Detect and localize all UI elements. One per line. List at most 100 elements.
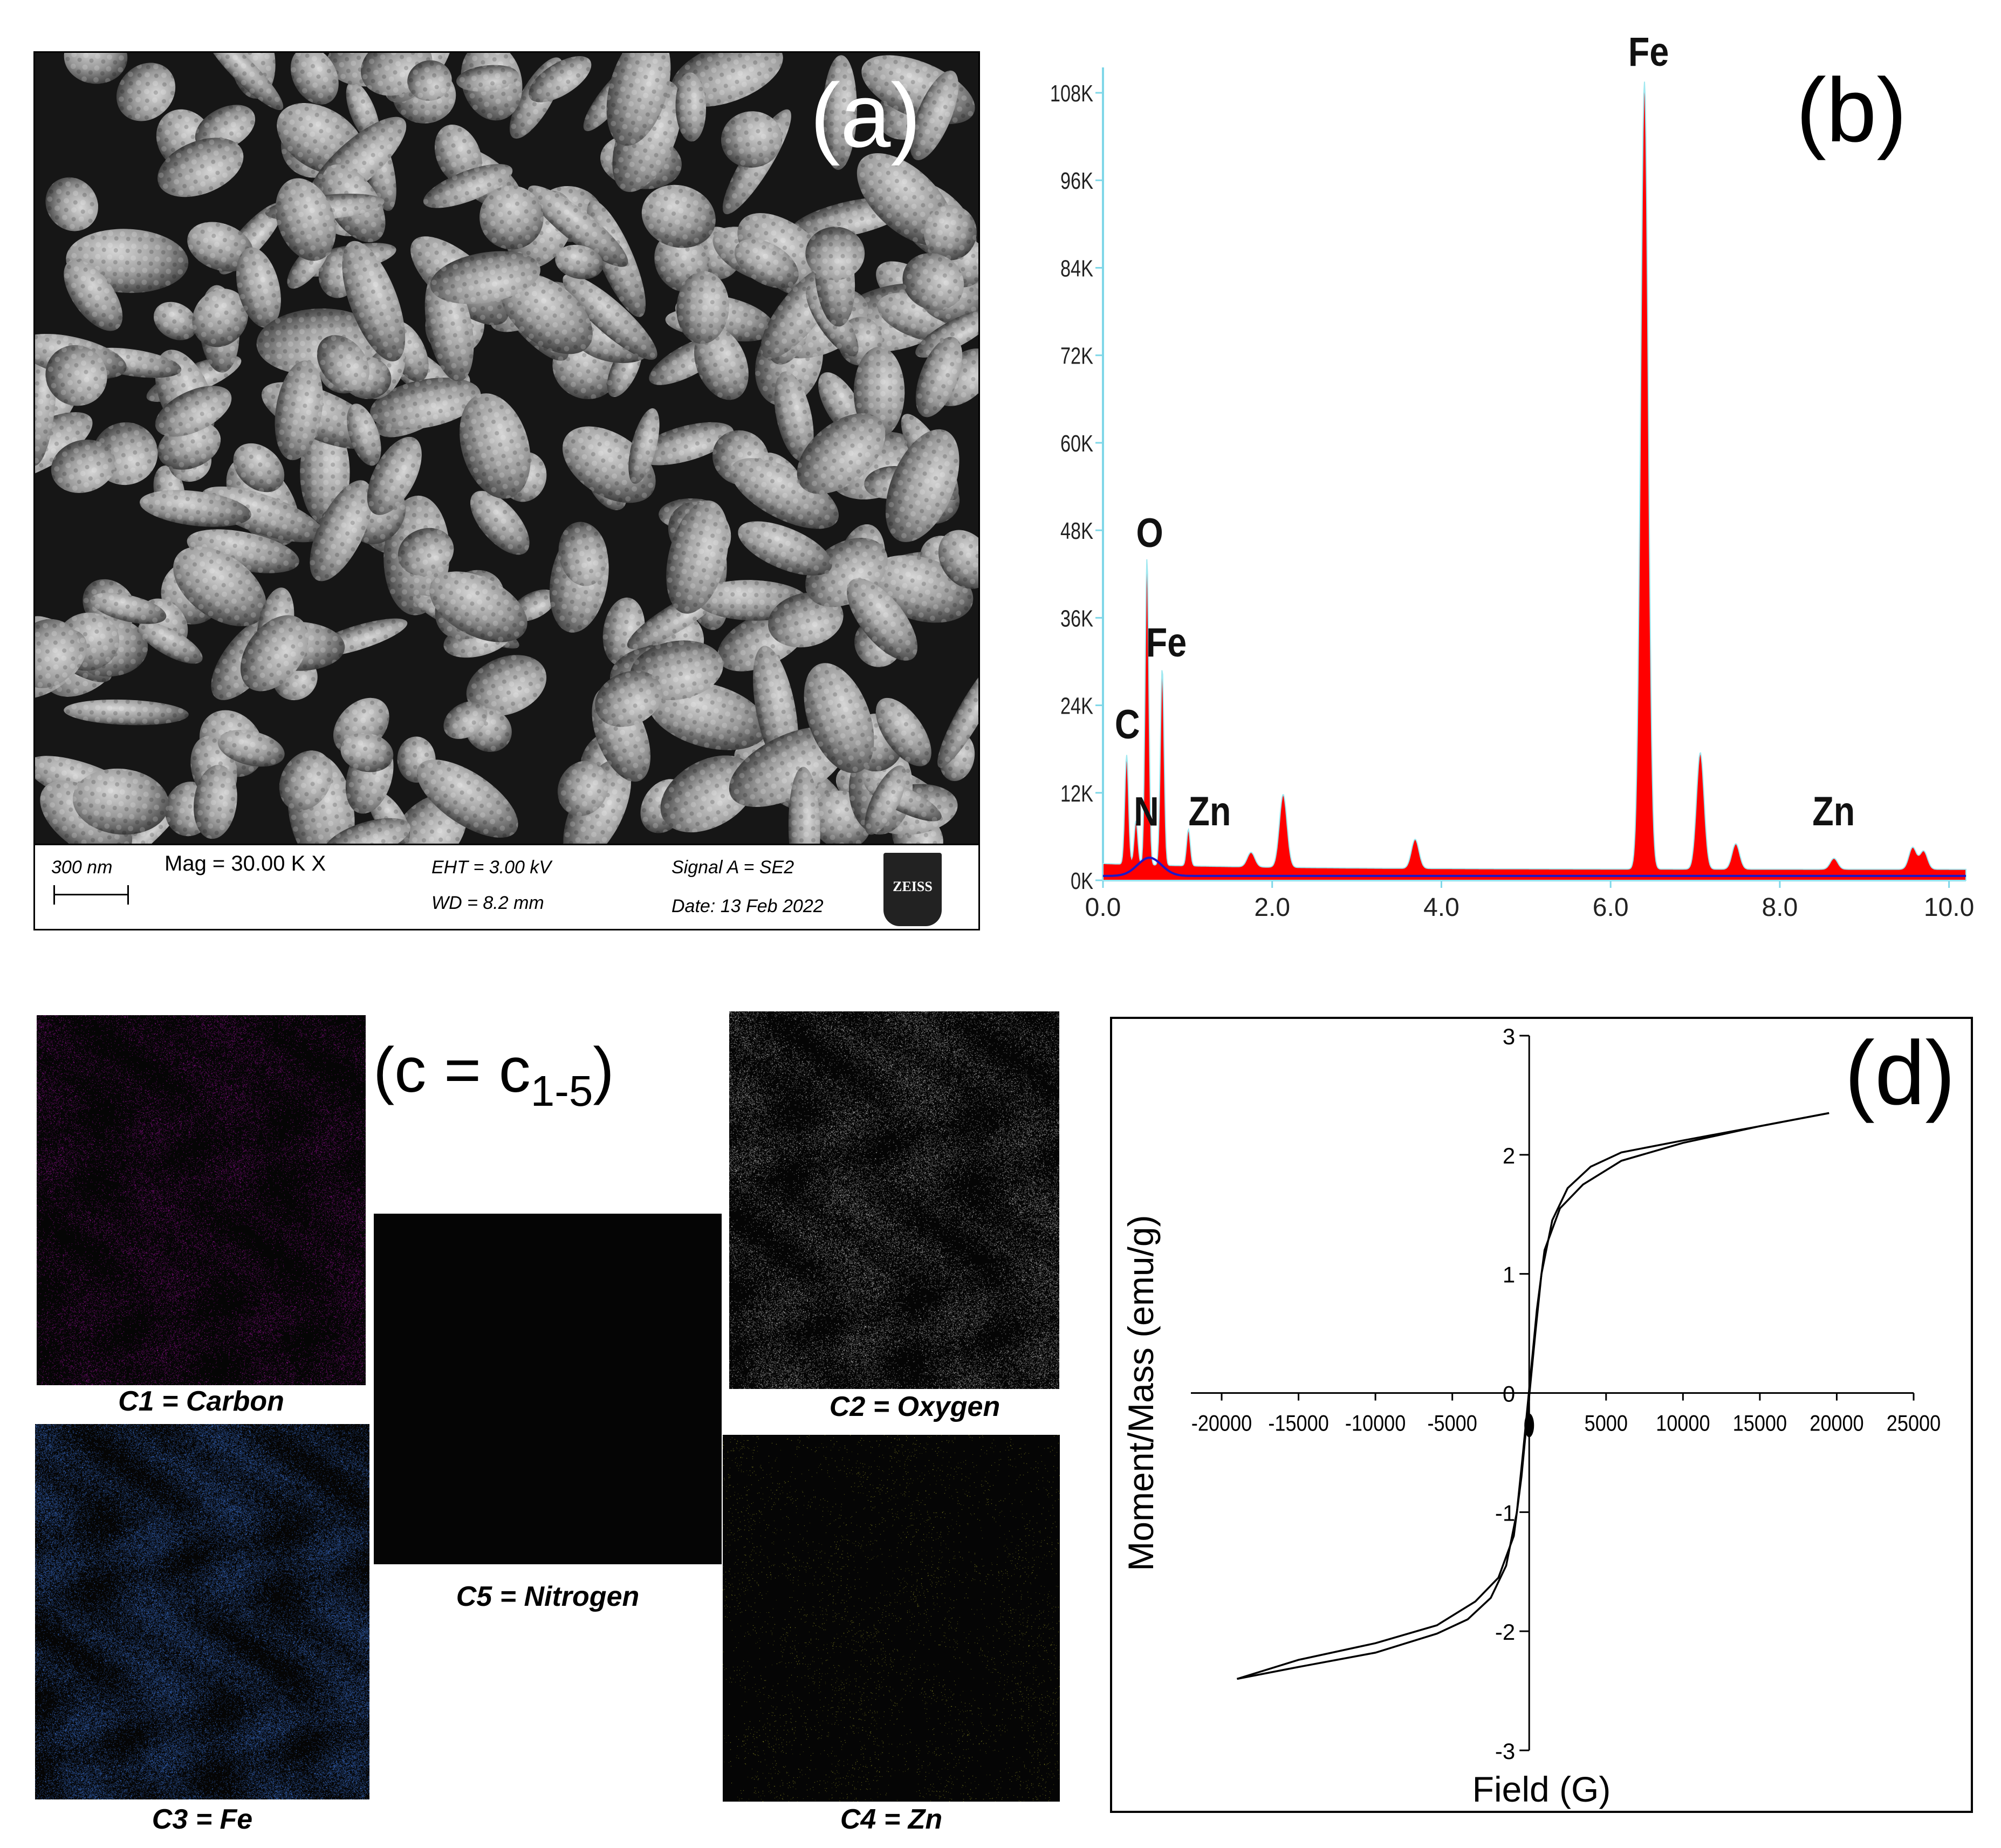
sem-particle-texture	[563, 759, 631, 844]
sem-particle-texture	[557, 761, 609, 816]
eds-peak-label: C	[1115, 701, 1140, 747]
vsm-y-axis-label: Moment/Mass (emu/g)	[1121, 1215, 1161, 1571]
sem-particle-texture	[470, 490, 530, 555]
eds-peak-label: Zn	[1188, 788, 1231, 834]
vsm-x-tick-label: 10000	[1656, 1411, 1710, 1436]
sem-particle-texture	[641, 184, 716, 248]
magnification: Mag = 30.00 K X	[165, 852, 326, 875]
sem-particle-texture	[822, 55, 857, 170]
vsm-x-tick-label: 25000	[1887, 1411, 1941, 1436]
scale-bar-tick-right	[127, 885, 129, 905]
panel-c-label: (c = c1-5)	[373, 1038, 614, 1113]
sem-particle-texture	[767, 592, 844, 648]
sem-particle-texture	[367, 436, 422, 515]
sem-image-panel: 300 nm Mag = 30.00 K X EHT = 3.00 kV WD …	[33, 51, 980, 930]
vsm-x-tick-label: -5000	[1428, 1411, 1477, 1436]
sem-particle-texture	[628, 408, 660, 484]
panel-a-label: (a)	[810, 65, 921, 166]
eds-y-tick-label: 84K	[1060, 255, 1093, 282]
sem-particle-texture	[774, 371, 814, 462]
sem-particle-texture	[734, 238, 799, 289]
panel-b-label: (b)	[1796, 59, 1907, 161]
eds-spectrum-area	[1102, 81, 1966, 881]
eds-x-tick-label: 10.0	[1924, 893, 1974, 922]
map-nitrogen-label: C5 = Nitrogen	[456, 1581, 640, 1612]
sem-particle-texture	[804, 663, 874, 774]
sem-particle-texture	[938, 530, 978, 589]
sem-particle-texture	[310, 480, 373, 581]
sem-particle-texture	[90, 592, 167, 624]
scale-bar	[53, 894, 129, 895]
sem-particle-texture	[666, 500, 729, 614]
sem-particle-texture	[456, 65, 519, 92]
vsm-x-tick-label: -20000	[1191, 1411, 1252, 1436]
sem-particle-texture	[51, 440, 116, 493]
sem-particle-texture	[157, 138, 244, 197]
sem-particle-texture	[805, 227, 865, 280]
sem-particle-texture	[923, 205, 977, 261]
sem-particle-texture	[45, 345, 107, 406]
sem-particle-texture	[205, 53, 284, 111]
sem-particle-texture	[153, 302, 197, 340]
panel-d-label: (d)	[1845, 1022, 1956, 1124]
sem-particle-texture	[788, 766, 820, 844]
vsm-x-tick-label: 5000	[1585, 1411, 1628, 1436]
eds-y-tick-label: 72K	[1060, 343, 1093, 369]
eds-peak-label: O	[1136, 510, 1163, 556]
eds-y-tick-label: 108K	[1050, 80, 1093, 107]
sem-particle-texture	[466, 655, 547, 716]
sem-particle-texture	[558, 522, 608, 586]
eds-peak-label: N	[1134, 788, 1159, 834]
map-iron-label: C3 = Fe	[152, 1804, 253, 1835]
sem-particle-texture	[193, 764, 237, 839]
vsm-y-tick-label: -3	[1495, 1739, 1515, 1764]
sem-particle-texture	[275, 178, 336, 261]
map-zinc	[723, 1435, 1060, 1802]
sem-particle-texture	[64, 259, 123, 331]
eds-x-tick-label: 2.0	[1254, 893, 1290, 922]
sem-info-bar: 300 nm Mag = 30.00 K X EHT = 3.00 kV WD …	[35, 844, 978, 929]
sem-particle-texture	[915, 309, 978, 358]
vsm-loop-branch-1	[1237, 1112, 1829, 1680]
eds-overlay-trace	[1103, 857, 1966, 877]
scale-bar-label: 300 nm	[51, 857, 113, 878]
eds-peak-label: Fe	[1628, 32, 1669, 74]
map-iron	[35, 1424, 369, 1799]
scale-bar-tick-left	[53, 885, 55, 905]
vsm-loop-branch-2	[1236, 1112, 1829, 1680]
sem-particle-texture	[443, 701, 488, 739]
sem-particle-texture	[885, 429, 960, 542]
vsm-y-tick-label: 1	[1503, 1262, 1515, 1288]
eds-peak-label: Fe	[1146, 619, 1187, 665]
eds-x-tick-label: 8.0	[1762, 893, 1798, 922]
working-distance: WD = 8.2 mm	[431, 893, 544, 913]
sem-particle-texture	[738, 521, 832, 576]
signal: Signal A = SE2	[671, 857, 794, 878]
vsm-y-tick-label: 2	[1503, 1143, 1515, 1168]
sem-particle-texture	[595, 670, 663, 727]
sem-particle-texture	[116, 63, 176, 121]
sem-particle-texture	[140, 490, 251, 527]
sem-particle-texture	[430, 251, 540, 304]
eds-y-tick-label: 0K	[1071, 868, 1093, 894]
sem-particle-texture	[342, 241, 406, 361]
vsm-x-tick-label: -10000	[1345, 1411, 1406, 1436]
vsm-plot-frame	[1110, 1017, 1973, 1813]
map-oxygen	[729, 1011, 1059, 1389]
zeiss-logo-text: ZEISS	[893, 879, 933, 894]
panel-c-label-close: )	[593, 1035, 614, 1106]
sem-particle-texture	[45, 177, 98, 231]
sem-particle-texture	[902, 253, 964, 311]
map-oxygen-label: C2 = Oxygen	[829, 1391, 1000, 1422]
panel-c-label-sub: 1-5	[530, 1067, 593, 1115]
sem-particle-texture	[192, 289, 249, 347]
eds-y-tick-label: 36K	[1060, 605, 1093, 632]
sem-particle-texture	[721, 111, 783, 168]
eds-x-tick-label: 4.0	[1423, 893, 1459, 922]
sem-particle-texture	[875, 697, 931, 766]
vsm-x-axis-label: Field (G)	[1472, 1769, 1611, 1809]
sem-particle-texture	[460, 393, 531, 499]
eds-y-tick-label: 12K	[1060, 781, 1093, 807]
zeiss-logo: ZEISS	[883, 853, 942, 926]
sem-particle-texture	[64, 53, 128, 84]
